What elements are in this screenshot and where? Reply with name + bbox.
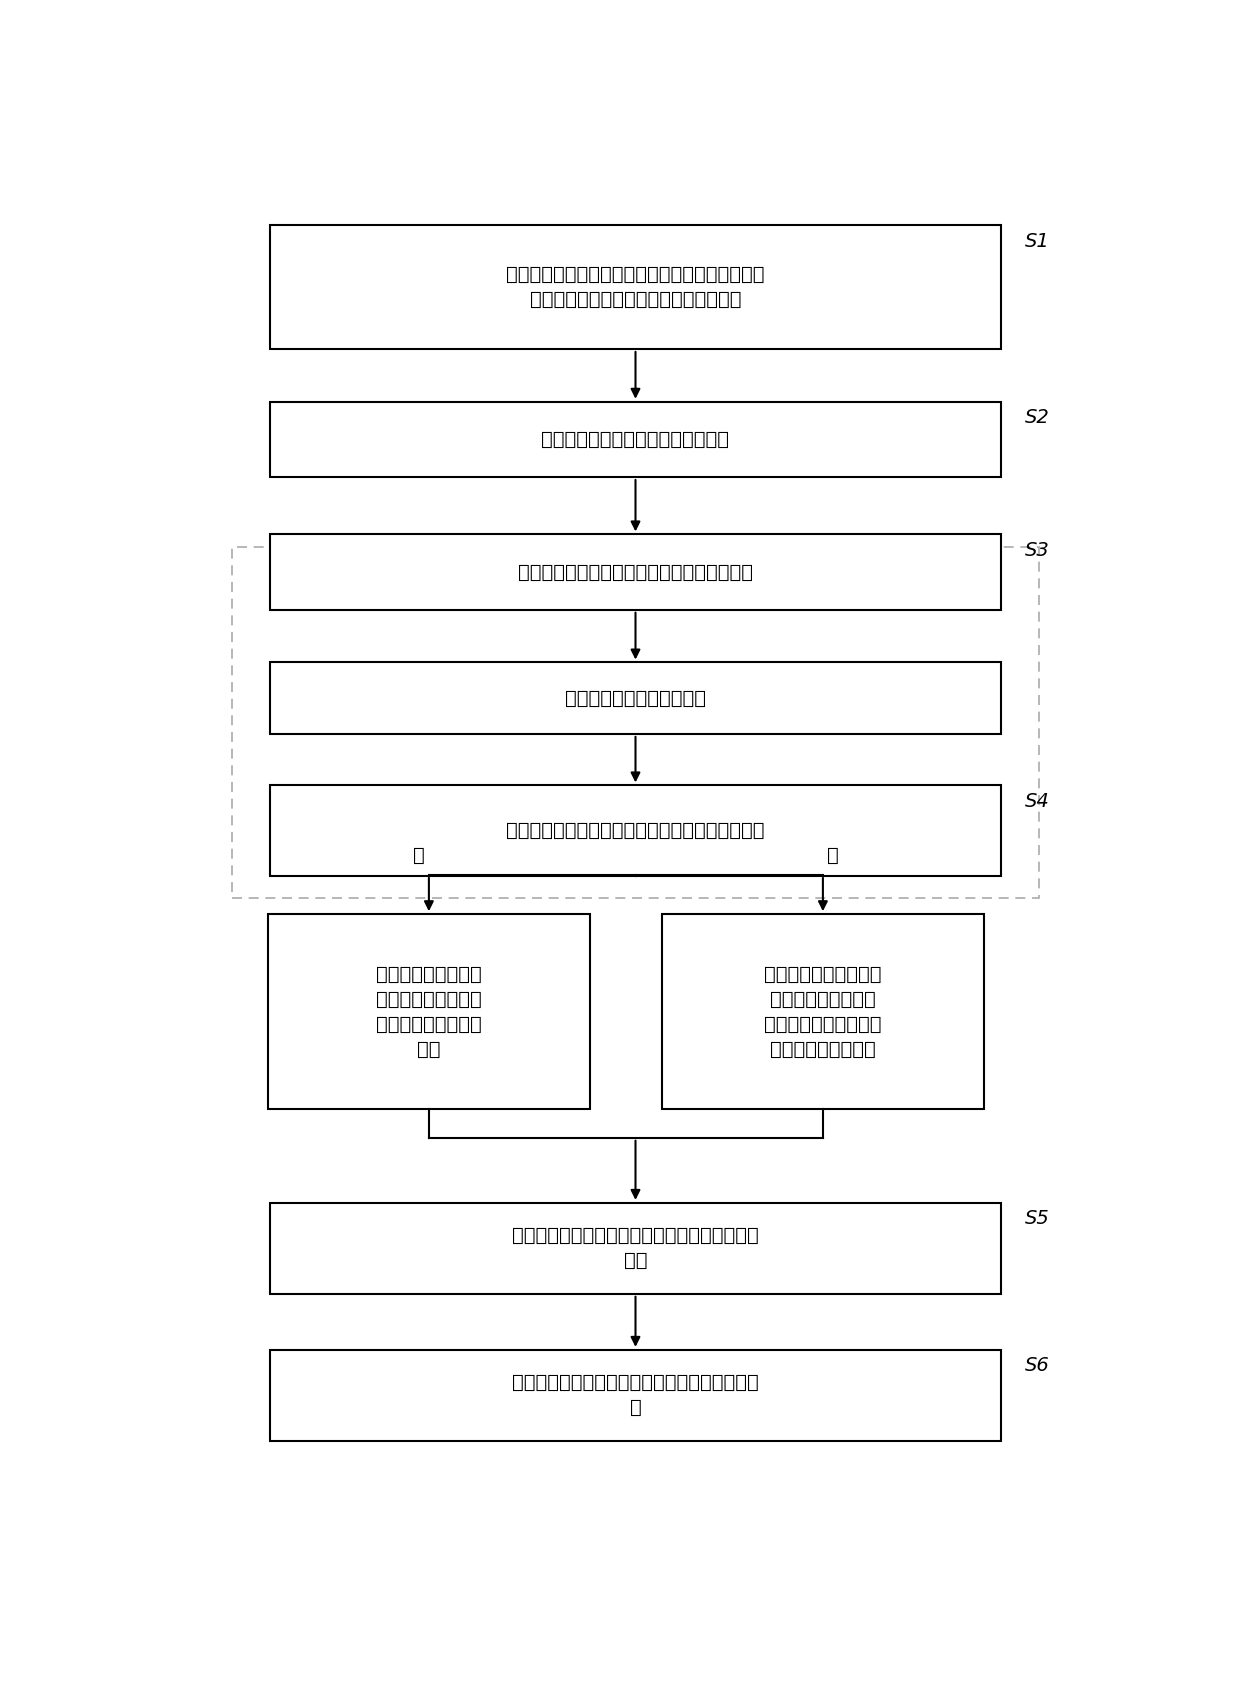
- Text: 从所述第一本地数据库
中调用所述第二识别
码，根据所述第二识别
码获得所述第一文件: 从所述第一本地数据库 中调用所述第二识别 码，根据所述第二识别 码获得所述第一文…: [764, 964, 882, 1059]
- Text: 获取所述第一列表文
件，根据所述第一列
表文件获取所述第一
文件: 获取所述第一列表文 件，根据所述第一列 表文件获取所述第一 文件: [376, 964, 482, 1059]
- Text: S2: S2: [1024, 409, 1049, 427]
- Bar: [270, 225, 1001, 350]
- Text: S3: S3: [1024, 540, 1049, 559]
- Text: 根据所述第一列表文件生成相应的第二识别码: 根据所述第一列表文件生成相应的第二识别码: [518, 562, 753, 581]
- Text: 判断第一本地数据库中是否储存有所述第二识别码: 判断第一本地数据库中是否储存有所述第二识别码: [506, 821, 765, 841]
- Text: 展示端获取所述第二识别码: 展示端获取所述第二识别码: [565, 689, 706, 708]
- Text: 对所述第一文件进行处理，获取所述三维模型的
信息: 对所述第一文件进行处理，获取所述三维模型的 信息: [512, 1226, 759, 1270]
- Text: S1: S1: [1024, 231, 1049, 252]
- Text: 根据所述三维模型的信息实现所述三维模型的展
示: 根据所述三维模型的信息实现所述三维模型的展 示: [512, 1373, 759, 1417]
- Text: 根据所述第一文件生成第一列表文件: 根据所述第一文件生成第一列表文件: [542, 431, 729, 449]
- Bar: [270, 402, 1001, 476]
- Text: 否: 否: [413, 846, 425, 865]
- Bar: [270, 785, 1001, 877]
- Text: S6: S6: [1024, 1356, 1049, 1375]
- Text: 根据三维模型建立基于所述三维模型的第一文件，
所述第一文件储存有所述三维模型的信息: 根据三维模型建立基于所述三维模型的第一文件， 所述第一文件储存有所述三维模型的信…: [506, 265, 765, 309]
- Bar: [270, 1203, 1001, 1294]
- Text: 是: 是: [827, 846, 838, 865]
- Bar: [232, 547, 1039, 899]
- Bar: [270, 534, 1001, 610]
- Bar: [270, 662, 1001, 735]
- Bar: [270, 1350, 1001, 1441]
- Bar: [662, 914, 983, 1110]
- Text: S4: S4: [1024, 792, 1049, 811]
- Bar: [268, 914, 590, 1110]
- Text: S5: S5: [1024, 1209, 1049, 1228]
